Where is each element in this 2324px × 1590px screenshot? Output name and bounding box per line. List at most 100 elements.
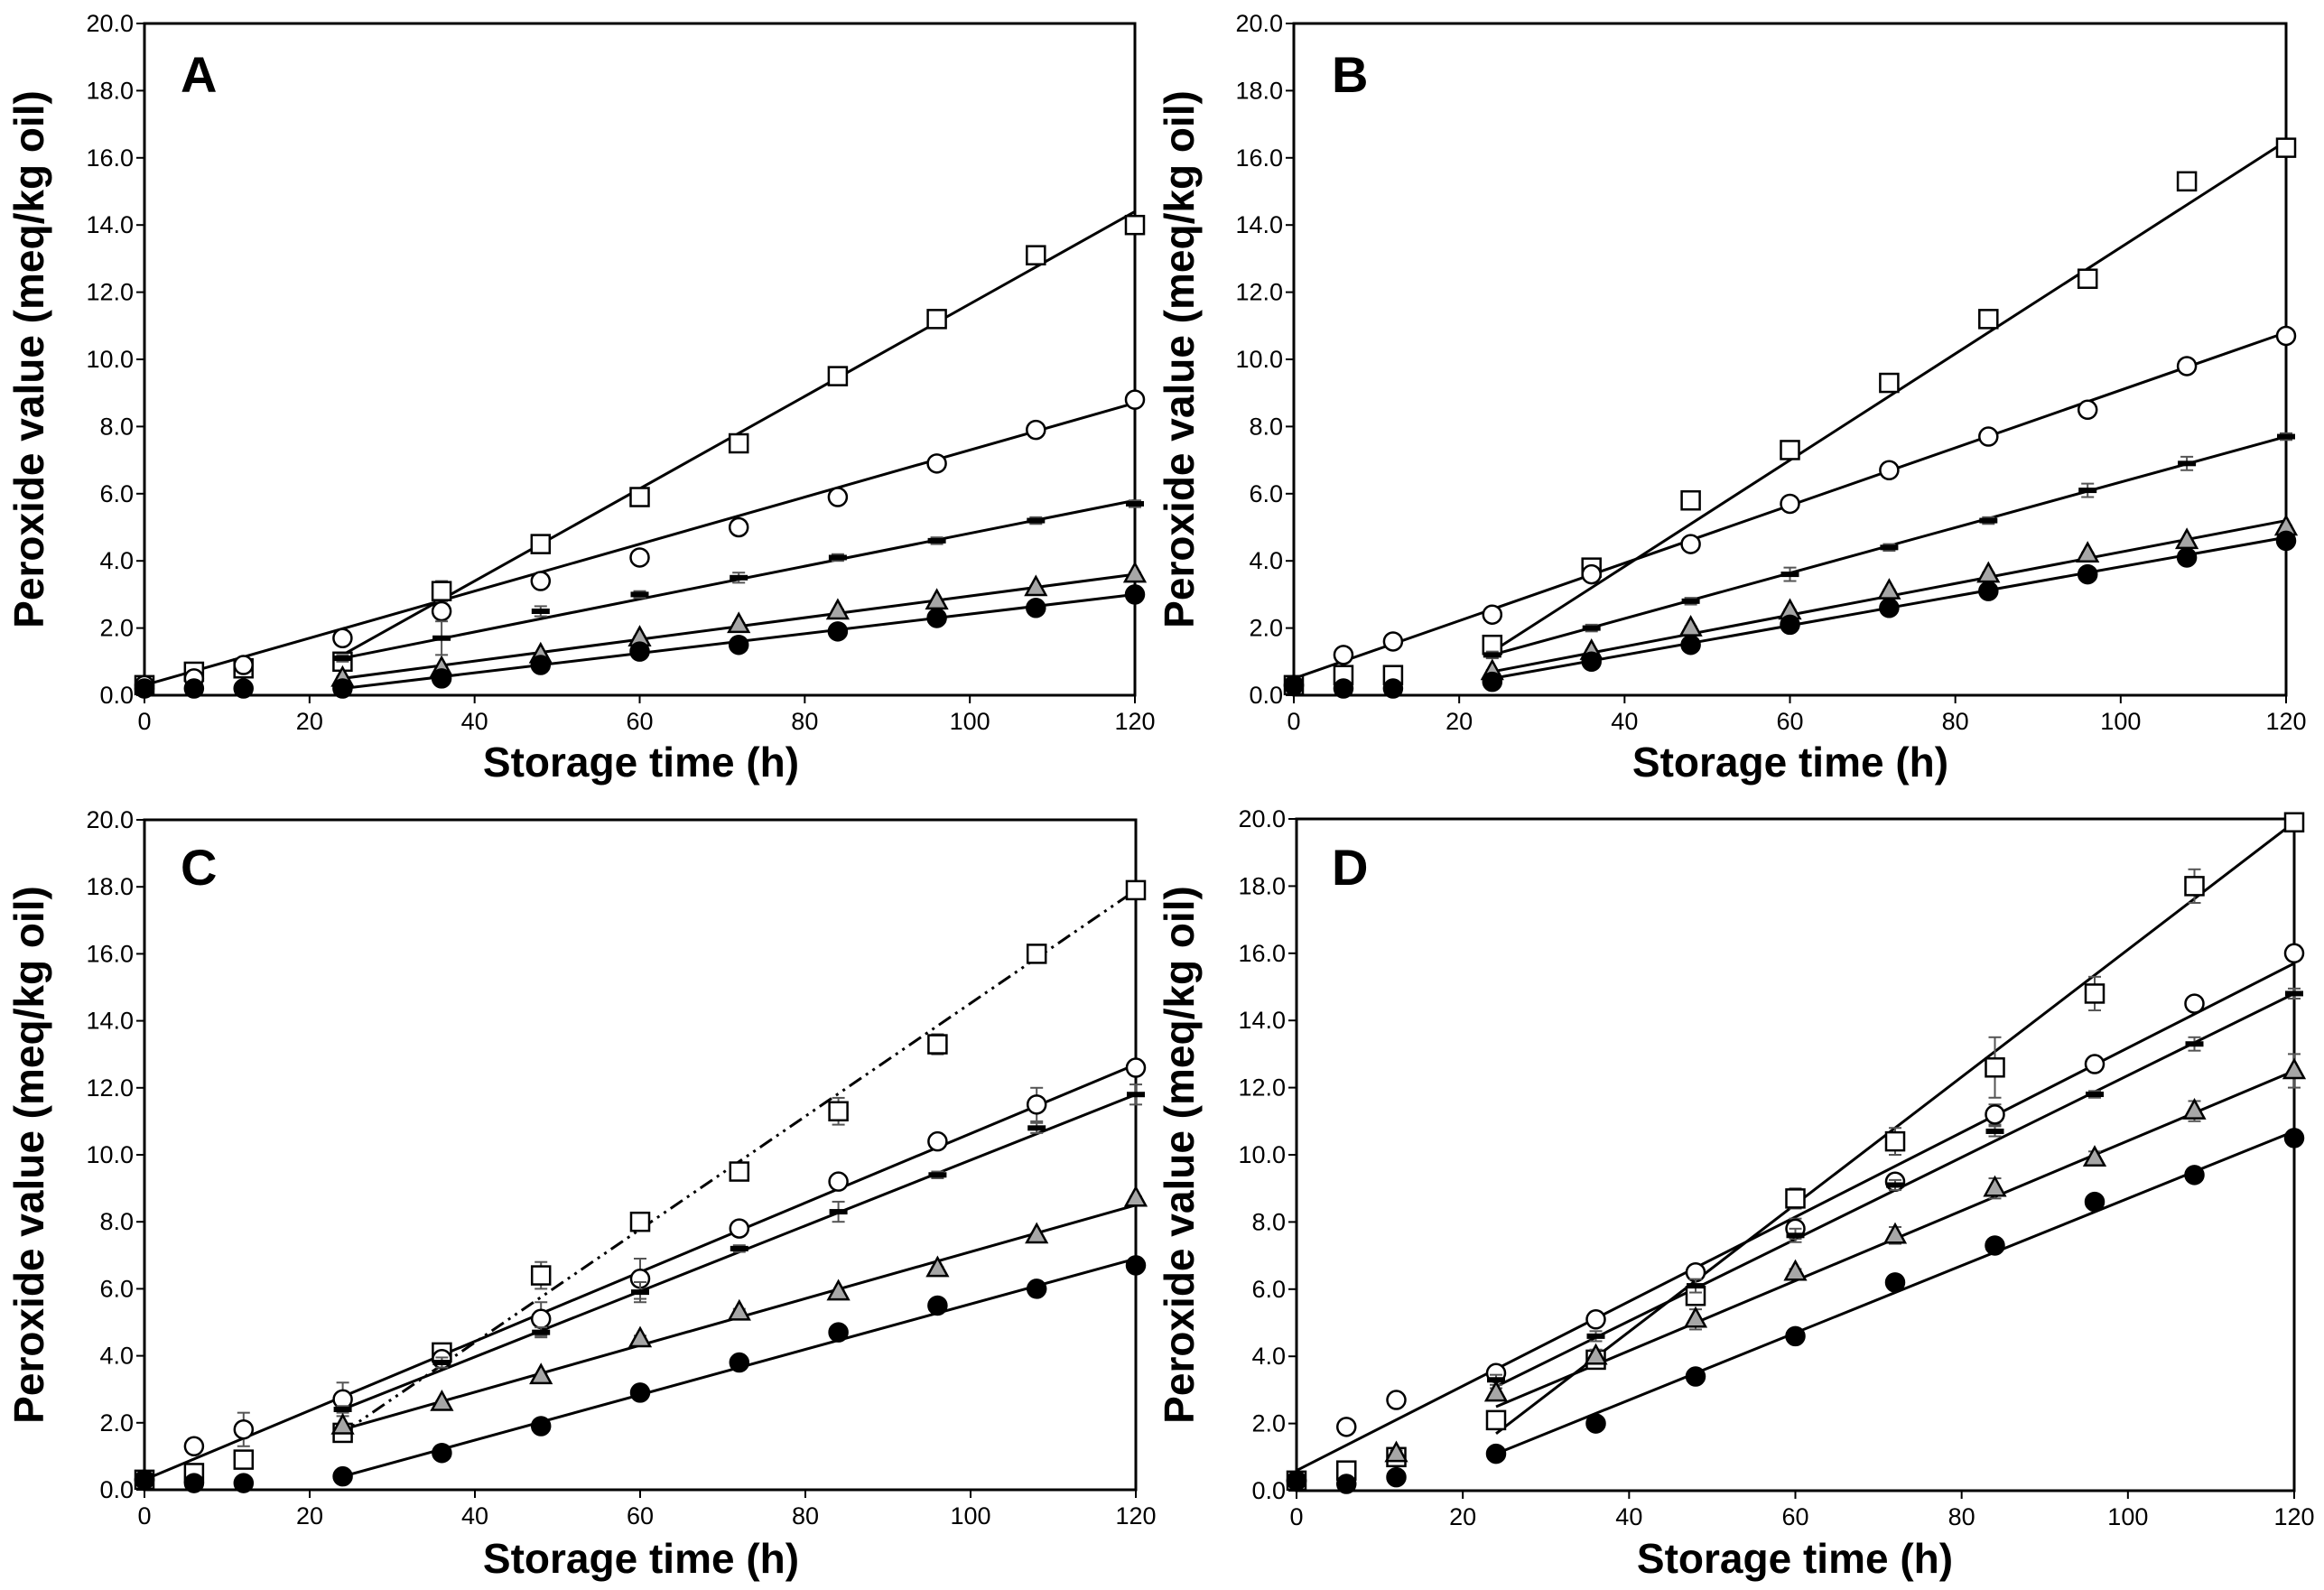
data-point-dash (333, 1406, 352, 1412)
data-point-circle-open (1386, 1390, 1407, 1410)
x-axis-label: Storage time (h) (1632, 739, 1948, 786)
x-tick-label: 40 (461, 1502, 488, 1530)
data-point-circle-open (1333, 645, 1354, 665)
data-point-circle-filled (1978, 581, 1999, 601)
y-tick-label: 6.0 (1249, 480, 1283, 507)
data-point-circle-open (629, 547, 650, 568)
data-point-dash (1780, 572, 1799, 578)
y-tick-label: 2.0 (1251, 1410, 1286, 1437)
data-point-dash (927, 537, 946, 544)
x-tick-label: 0 (137, 708, 151, 735)
data-point-dash (1586, 1333, 1605, 1339)
data-point-circle-filled (1685, 1366, 1706, 1387)
data-point-dash (829, 1209, 848, 1215)
data-point-circle-open (2275, 325, 2297, 347)
x-tick-label: 80 (792, 1502, 819, 1530)
data-point-circle-filled (2283, 1128, 2305, 1148)
panel-d: 0.0 2.0 4.0 6.0 8.0 10.0 12.0 14.0 16.0 18.0 20.0 0… (1156, 805, 2315, 1582)
x-tick-label: 120 (1115, 1502, 1156, 1530)
y-tick-label: 16.0 (1235, 144, 1283, 172)
data-point-circle-filled (1680, 634, 1701, 656)
data-point-circle-open (1985, 1104, 2005, 1125)
x-tick-label: 40 (1611, 708, 1638, 735)
data-point-dash (1027, 1125, 1046, 1131)
data-point-circle-open (1680, 534, 1701, 554)
data-point-circle-filled (183, 1473, 205, 1493)
data-point-circle-open (1581, 563, 1602, 585)
x-tick-label: 0 (1289, 1503, 1303, 1530)
data-point-circle-open (1585, 1309, 1606, 1330)
data-point-triangle-gray (2082, 1145, 2107, 1167)
data-point-circle-filled (1485, 1443, 1507, 1464)
data-point-circle-filled (530, 1416, 552, 1437)
x-tick-label: 120 (2265, 708, 2306, 735)
data-point-dash (1487, 1377, 1505, 1383)
data-point-circle-filled (332, 1465, 353, 1487)
data-point-triangle-gray (925, 1255, 950, 1278)
x-tick-label: 60 (627, 1502, 654, 1530)
y-tick-label: 12.0 (86, 279, 134, 306)
data-point-triangle-gray (430, 1389, 454, 1411)
data-point-dash (2078, 488, 2097, 494)
data-point-circle-open (1780, 493, 1800, 515)
data-point-dash (1687, 1283, 1705, 1289)
data-point-circle-open (1482, 604, 1503, 625)
data-point-circle-open (729, 1218, 750, 1239)
data-point-circle-open (927, 1130, 948, 1152)
panel-letter: D (1332, 839, 1368, 896)
data-point-dash (631, 1289, 649, 1296)
data-point-circle-filled (1482, 671, 1503, 693)
y-tick-label: 10.0 (1238, 1141, 1286, 1168)
data-point-circle-open (1125, 1057, 1147, 1078)
data-point-dash (2285, 990, 2303, 997)
data-point-triangle-gray (1123, 1185, 1148, 1207)
data-point-triangle-gray (1683, 1306, 1708, 1328)
data-point-dash (2277, 433, 2295, 440)
data-point-triangle-gray (727, 611, 751, 634)
data-point-circle-open (2184, 993, 2205, 1014)
x-tick-label: 80 (791, 708, 818, 735)
data-point-square-open (927, 1034, 948, 1055)
data-point-dash (828, 554, 847, 561)
data-point-triangle-gray (2182, 1098, 2207, 1120)
data-point-square-open (2275, 137, 2297, 158)
data-point-circle-filled (1884, 1272, 1906, 1293)
data-point-circle-open (2084, 1054, 2106, 1074)
y-tick-label: 6.0 (1251, 1276, 1286, 1303)
data-point-dash (1681, 598, 1700, 604)
y-tick-label: 14.0 (1238, 1007, 1286, 1034)
data-point-circle-open (530, 1308, 552, 1330)
y-tick-label: 2.0 (1249, 615, 1283, 642)
data-point-circle-filled (728, 634, 749, 656)
data-point-triangle-gray (727, 1298, 751, 1321)
data-point-square-open (1785, 1188, 1806, 1209)
x-tick-label: 20 (296, 1502, 323, 1530)
data-point-dash (1979, 517, 1998, 524)
fit-line-square-open (1491, 139, 2287, 653)
data-point-circle-filled (1581, 651, 1602, 673)
data-point-square-open (926, 309, 947, 330)
data-point-square-open (1026, 245, 1046, 265)
y-tick-label: 8.0 (99, 1208, 134, 1235)
y-tick-label: 4.0 (99, 1343, 134, 1370)
data-point-triangle-gray (1483, 1380, 1509, 1402)
y-tick-label: 4.0 (99, 547, 134, 574)
data-point-circle-filled (2176, 547, 2198, 568)
data-point-circle-open (827, 487, 849, 507)
data-point-square-open (1780, 440, 1800, 460)
data-point-square-open (2176, 171, 2198, 192)
data-point-circle-filled (332, 678, 353, 699)
y-axis-label: Peroxide value (meq/kg oil) (5, 90, 52, 628)
data-point-triangle-gray (1678, 615, 1703, 637)
x-tick-label: 100 (2100, 708, 2141, 735)
panel-b: 0.0 2.0 4.0 6.0 8.0 10.0 12.0 14.0 16.0 18.0 20.0 0… (1156, 10, 2307, 786)
data-point-circle-filled (1026, 1279, 1047, 1299)
panel-c: 0.0 2.0 4.0 6.0 8.0 10.0 12.0 14.0 16.0 18.0 20.0 0… (5, 806, 1157, 1582)
data-point-circle-open (1124, 389, 1146, 410)
data-point-circle-filled (431, 668, 452, 689)
x-tick-label: 100 (2107, 1503, 2148, 1530)
data-point-square-open (2283, 812, 2305, 832)
data-point-circle-filled (183, 678, 205, 699)
data-point-circle-filled (827, 621, 849, 642)
data-point-dash (1127, 1092, 1145, 1098)
